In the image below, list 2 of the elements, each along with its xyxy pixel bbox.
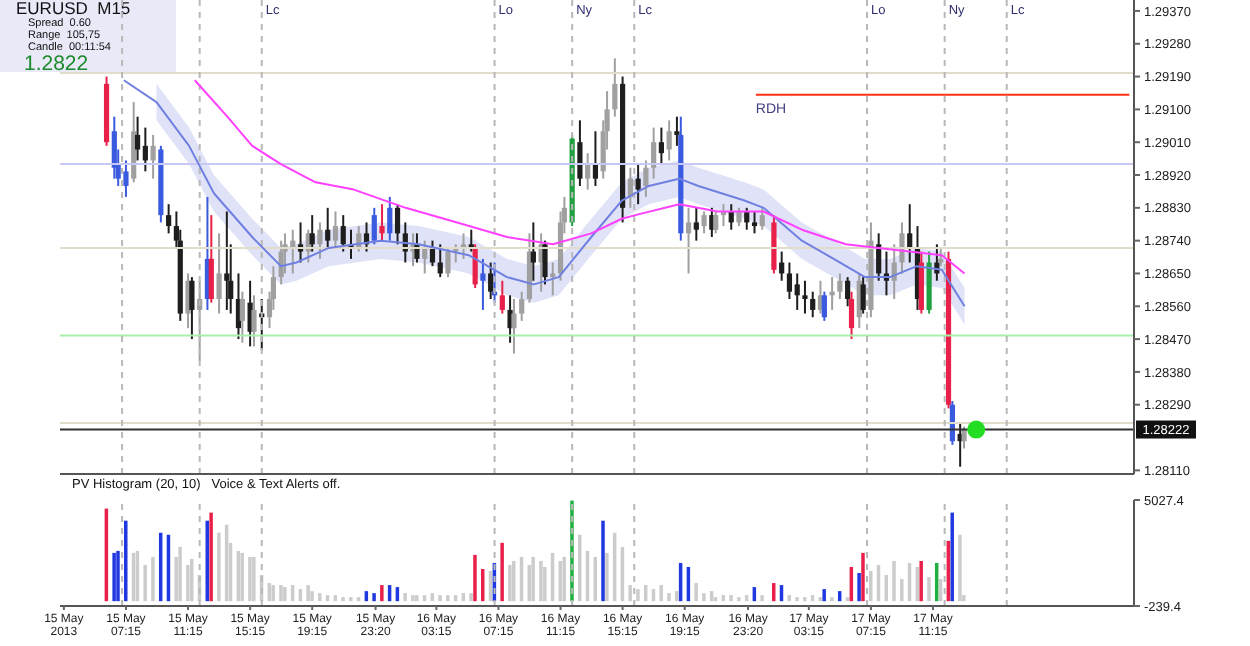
annotation: 1.2822 [24,52,91,76]
chart-title: EURUSD M15 [16,0,133,18]
